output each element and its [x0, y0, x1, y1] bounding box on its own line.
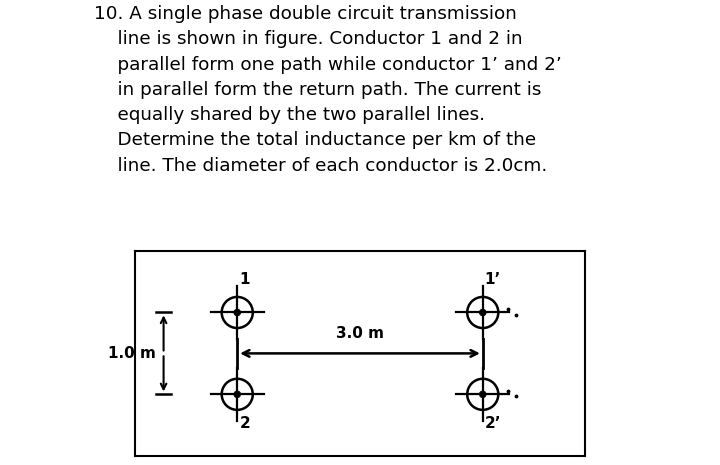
Text: 3.0 m: 3.0 m [336, 326, 384, 341]
Text: 10. A single phase double circuit transmission
    line is shown in figure. Cond: 10. A single phase double circuit transm… [94, 5, 562, 175]
Circle shape [234, 391, 240, 398]
Circle shape [480, 391, 486, 398]
Text: 1.0 m: 1.0 m [108, 346, 156, 361]
Circle shape [480, 309, 486, 316]
Text: 2’: 2’ [485, 416, 501, 431]
Text: 1’: 1’ [485, 272, 501, 287]
Text: 1: 1 [239, 272, 250, 287]
Text: 2: 2 [239, 416, 250, 431]
Circle shape [234, 309, 240, 316]
